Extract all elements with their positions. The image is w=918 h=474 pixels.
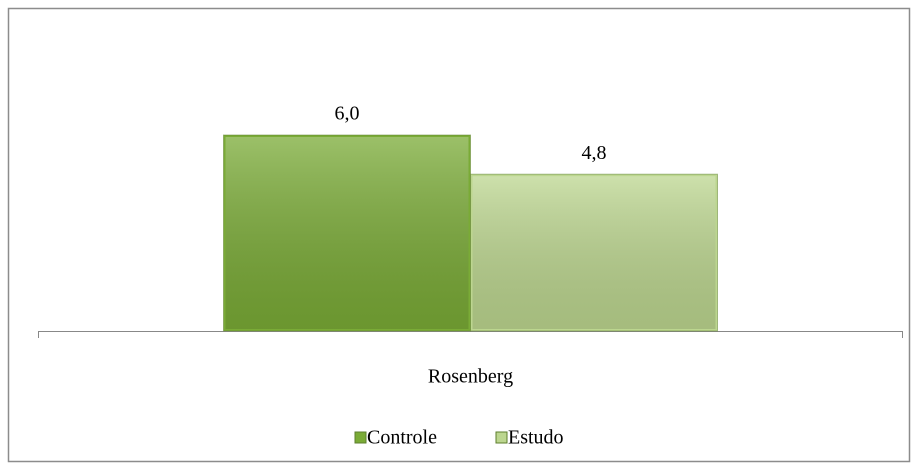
- x-tick-label: Rosenberg: [428, 366, 513, 388]
- data-label: 4,8: [582, 142, 607, 164]
- data-label: 6,0: [335, 103, 360, 125]
- legend-label: Estudo: [508, 427, 564, 449]
- legend-label: Controle: [367, 427, 437, 449]
- legend-swatch: [354, 431, 367, 444]
- bar-shade: [225, 137, 469, 329]
- bar-shade: [472, 176, 716, 329]
- legend-swatch: [495, 431, 508, 444]
